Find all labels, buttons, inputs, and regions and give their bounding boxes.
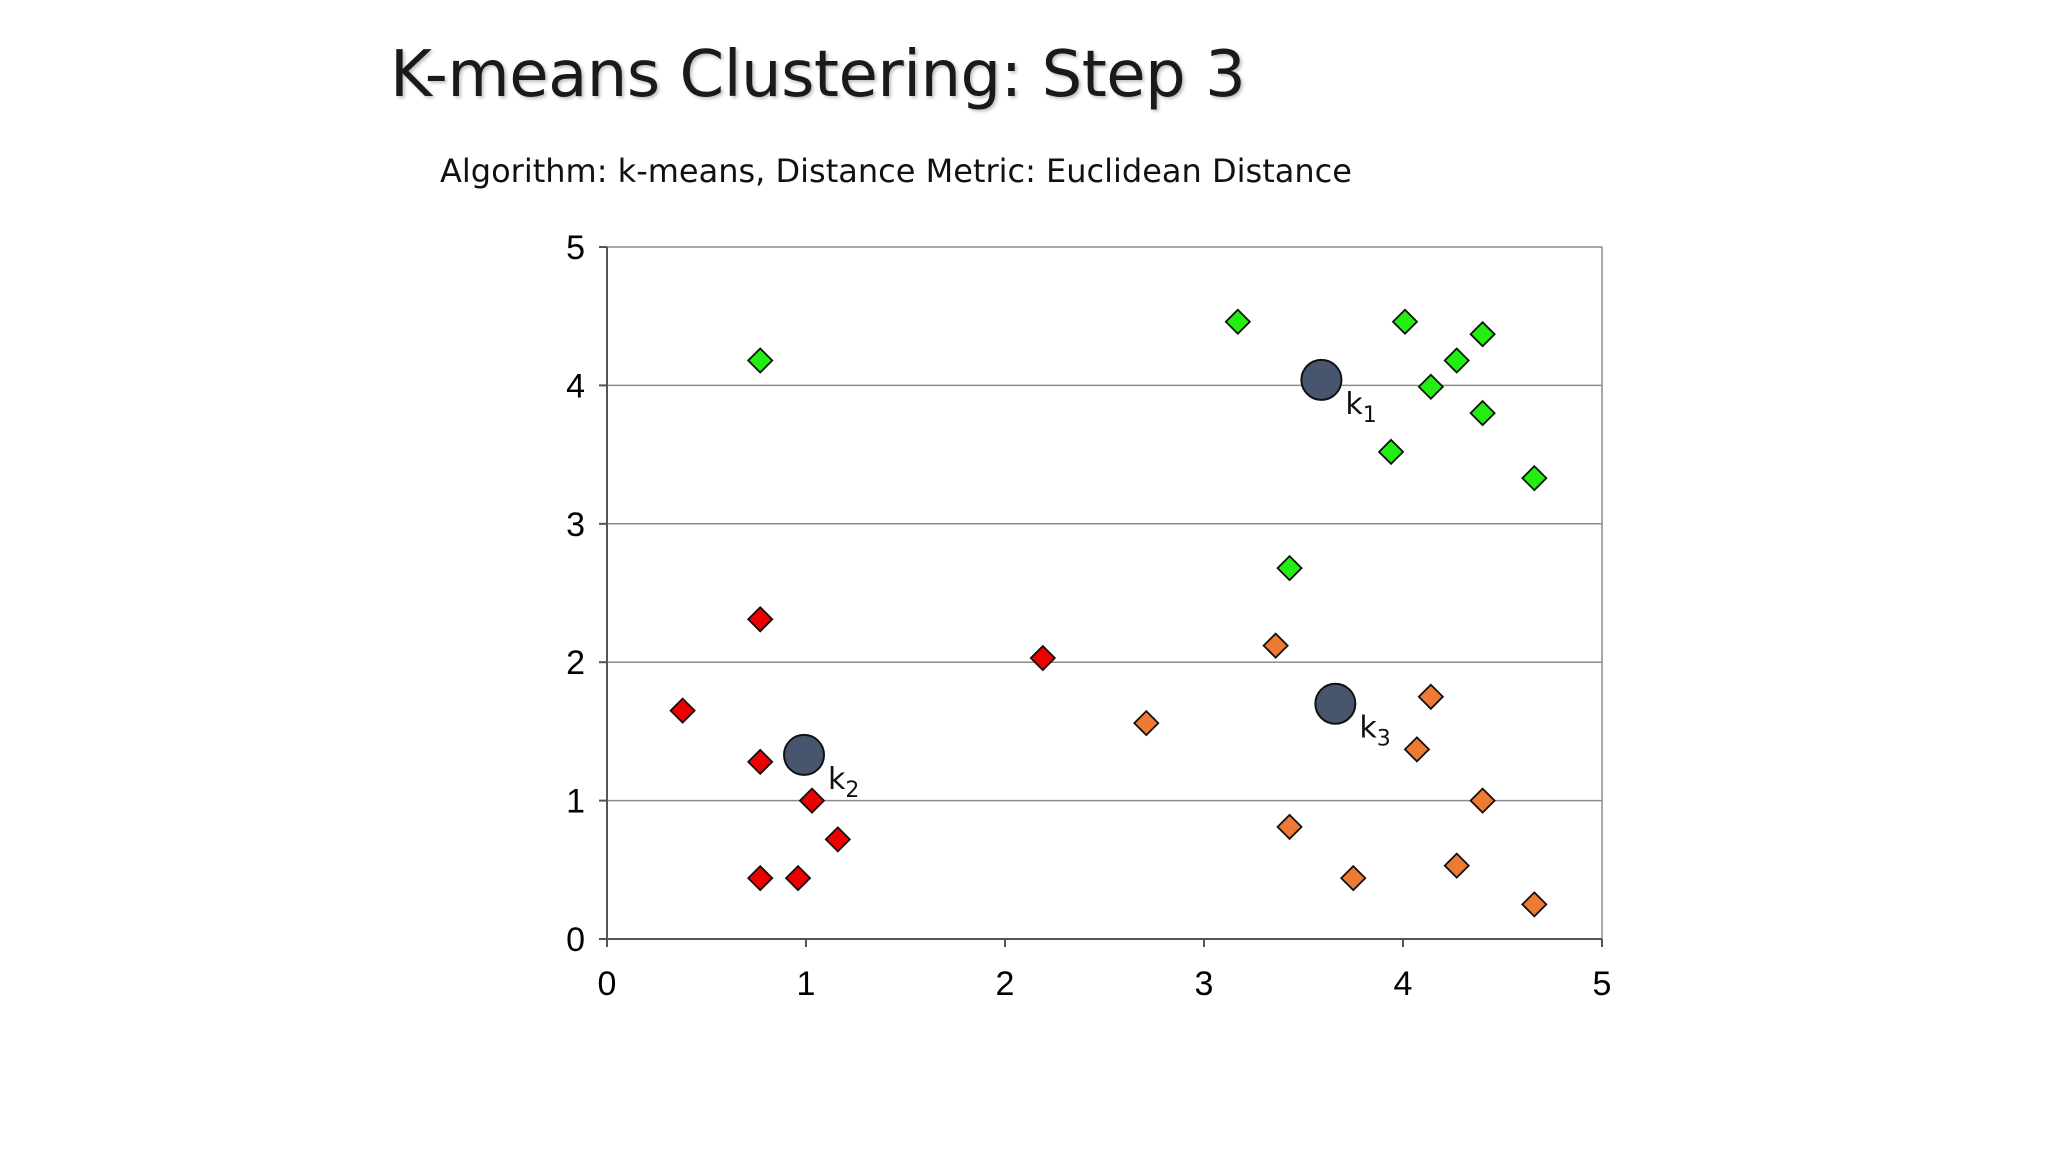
y-tick-label-2: 2 <box>566 644 585 682</box>
x-tick-label-2: 2 <box>996 965 1015 1003</box>
y-tick-label-0: 0 <box>566 921 585 959</box>
y-tick-label-5: 5 <box>566 229 585 267</box>
axes <box>599 246 1603 947</box>
data-point-s2-7 <box>746 864 774 892</box>
tick-labels: 0 1 2 3 4 5 0 1 2 3 4 5 <box>566 229 1611 1003</box>
data-point-s3-6 <box>1276 813 1303 841</box>
data-point-s3-3 <box>1133 709 1160 737</box>
data-point-s1-10 <box>1276 554 1303 582</box>
data-point-s2-3 <box>669 697 696 724</box>
data-point-s1-5 <box>1443 347 1471 374</box>
data-point-s2-6 <box>824 826 852 853</box>
x-tick-label-4: 4 <box>1394 965 1413 1003</box>
data-point-s1-4 <box>1469 320 1496 348</box>
centroid-label-3: k3 <box>1359 711 1390 752</box>
data-point-s1-1 <box>746 347 774 374</box>
slide-title: K-means Clustering: Step 3 <box>390 38 1246 112</box>
data-point-s3-9 <box>1521 891 1548 918</box>
data-point-s3-5 <box>1469 787 1496 814</box>
data-point-s3-7 <box>1339 864 1367 892</box>
data-point-s3-1 <box>1262 632 1289 659</box>
data-point-s2-2 <box>1029 644 1057 672</box>
data-point-s1-3 <box>1391 308 1419 336</box>
x-tick-label-0: 0 <box>598 965 617 1003</box>
data-point-s2-4 <box>746 748 774 776</box>
x-tick-label-1: 1 <box>797 965 816 1003</box>
centroid-marker-2 <box>783 733 826 776</box>
data-point-s1-2 <box>1224 308 1252 336</box>
data-point-s2-5 <box>798 787 826 814</box>
y-tick-label-4: 4 <box>566 367 585 405</box>
centroid-marker-1 <box>1300 358 1343 401</box>
grid-lines <box>607 246 1603 939</box>
y-tick-label-3: 3 <box>566 506 585 544</box>
x-tick-label-5: 5 <box>1593 965 1612 1003</box>
data-point-s2-1 <box>746 606 774 633</box>
centroid-label-1: k1 <box>1345 387 1376 428</box>
centroid-marker-3 <box>1314 682 1357 725</box>
slide-subtitle: Algorithm: k-means, Distance Metric: Euc… <box>440 152 1352 190</box>
x-tick-label-3: 3 <box>1195 965 1214 1003</box>
data-point-s1-9 <box>1521 464 1548 492</box>
centroids: k1 k2 k3 <box>783 358 1391 803</box>
data-point-s1-7 <box>1469 399 1496 427</box>
data-point-s2-8 <box>784 864 812 892</box>
data-point-s3-8 <box>1443 852 1471 879</box>
y-tick-label-1: 1 <box>566 783 585 821</box>
centroid-label-2: k2 <box>828 762 859 803</box>
data-points <box>669 308 1548 918</box>
data-point-s3-4 <box>1403 736 1431 763</box>
data-point-s3-2 <box>1417 683 1445 711</box>
data-point-s1-6 <box>1417 373 1445 401</box>
data-point-s1-8 <box>1377 438 1405 466</box>
